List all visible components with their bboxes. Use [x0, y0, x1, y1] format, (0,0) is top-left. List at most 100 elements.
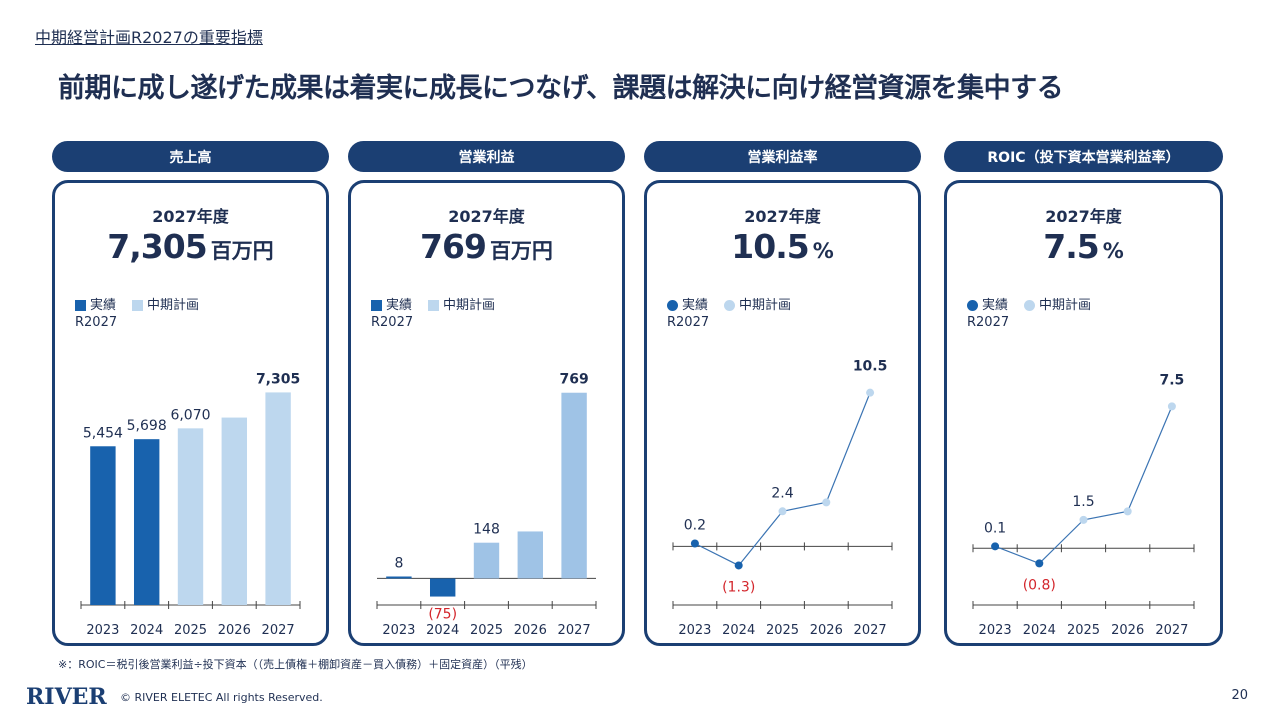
bar-2023	[386, 576, 412, 579]
target-number: 7,305	[107, 227, 207, 266]
copyright: © RIVER ELETEC All rights Reserved.	[120, 691, 323, 704]
kpi-card: 2027年度 7.5% 実績 中期計画 R2027 2023 2024 2025 2026 202…	[944, 180, 1223, 646]
bar-2024	[429, 578, 456, 597]
legend-plan-label: 中期計画	[1039, 298, 1092, 313]
point-2024	[1035, 559, 1044, 568]
target-unit: 百万円	[210, 239, 274, 263]
x-tick-label: 2027	[558, 623, 591, 638]
legend-actual-marker	[967, 300, 978, 311]
x-tick-label: 2027	[854, 623, 887, 638]
target-unit: 百万円	[489, 239, 553, 263]
data-label: 0.2	[684, 517, 706, 533]
panel-title-pill: 営業利益	[348, 141, 625, 172]
legend-actual-label: 実績	[90, 298, 117, 313]
bar-2024	[133, 439, 160, 605]
point-2023	[690, 539, 699, 548]
target-value: 7,305 百万円	[55, 227, 326, 266]
kpi-card: 2027年度 769 百万円 実績 中期計画 R2027 2023 2024 2025 2026 2…	[348, 180, 625, 646]
bar-2027	[265, 392, 291, 605]
panel-title-pill: ROIC（投下資本営業利益率）	[944, 141, 1223, 172]
chart-legend: 実績 中期計画 R2027	[967, 297, 1091, 331]
footnote: ※：ROIC＝税引後営業利益÷投下資本（（売上債権＋棚卸資産－買入債務）＋固定資…	[58, 658, 533, 671]
legend-plan-label: 中期計画	[739, 298, 792, 313]
x-tick-label: 2025	[174, 623, 207, 638]
legend-plan-sublabel: R2027	[667, 315, 710, 330]
bar-2025	[473, 542, 500, 579]
target-number: 10.5	[731, 227, 809, 266]
data-label: 8	[394, 556, 403, 572]
page-subtitle: 中期経営計画R2027の重要指標	[35, 28, 263, 47]
x-tick-label: 2027	[262, 623, 295, 638]
x-tick-label: 2024	[1023, 623, 1056, 638]
data-label: 7.5	[1159, 372, 1184, 388]
data-label: 6,070	[170, 407, 210, 423]
legend-plan-label: 中期計画	[443, 298, 496, 313]
data-label: 2.4	[771, 485, 793, 501]
x-tick-label: 2027	[1155, 623, 1188, 638]
data-label: (1.3)	[722, 579, 755, 595]
page-number: 20	[1231, 688, 1248, 703]
point-2027	[1167, 402, 1176, 411]
target-year-label: 2027年度	[1045, 207, 1122, 226]
data-label: 148	[473, 522, 500, 538]
chart-legend: 実績 中期計画 R2027	[667, 297, 791, 331]
legend-actual-label: 実績	[982, 298, 1009, 313]
point-2025	[1079, 515, 1088, 524]
x-tick-label: 2023	[86, 623, 119, 638]
legend-plan-label: 中期計画	[147, 298, 200, 313]
bar-2023	[90, 446, 116, 605]
data-label: 10.5	[853, 359, 888, 375]
data-label: 1.5	[1072, 494, 1094, 510]
x-tick-label: 2023	[979, 623, 1012, 638]
data-label: 5,698	[127, 418, 167, 434]
series-line	[994, 406, 1173, 565]
target-year-label: 2027年度	[744, 207, 821, 226]
bar-2027	[561, 392, 587, 579]
legend-actual-label: 実績	[682, 298, 709, 313]
point-2023	[991, 542, 1000, 551]
data-label: (0.8)	[1023, 577, 1056, 593]
page-headline: 前期に成し遂げた成果は着実に成長につなげ、課題は解決に向け経営資源を集中する	[58, 73, 1064, 104]
chart-legend: 実績 中期計画 R2027	[371, 297, 495, 331]
chart-svg: 2023 2024 2025 2026 2027 0.2 (1.3) 2.4 10.5	[672, 359, 893, 638]
target-value: 7.5%	[947, 227, 1220, 266]
kpi-card: 2027年度 7,305 百万円 実績 中期計画 R2027 2023 2024 2025 202…	[52, 180, 329, 646]
chart-svg: 2023 2024 2025 2026 2027 8 (75) 148 769	[376, 372, 597, 638]
legend-actual-marker	[75, 300, 86, 311]
x-tick-label: 2026	[810, 623, 843, 638]
legend-plan-sublabel: R2027	[967, 315, 1010, 330]
target-unit: %	[812, 239, 834, 263]
target-number: 7.5	[1043, 227, 1099, 266]
legend-plan-sublabel: R2027	[371, 315, 414, 330]
series-line	[694, 392, 871, 567]
x-tick-label: 2025	[470, 623, 503, 638]
data-label: 7,305	[256, 371, 300, 387]
legend-plan-marker	[724, 300, 736, 311]
legend-actual-label: 実績	[386, 298, 413, 313]
legend-plan-marker	[428, 300, 440, 311]
target-unit: %	[1102, 239, 1124, 263]
data-label: (75)	[428, 607, 457, 623]
target-number: 769	[420, 227, 487, 266]
data-label: 5,454	[83, 425, 123, 441]
bar-2026	[517, 531, 544, 579]
point-2027	[866, 388, 875, 397]
kpi-card: 2027年度 10.5% 実績 中期計画 R2027 2023 2024 2025 2026 20…	[644, 180, 921, 646]
x-tick-label: 2026	[514, 623, 547, 638]
target-year-label: 2027年度	[448, 207, 525, 226]
legend-actual-marker	[667, 300, 678, 311]
legend-plan-marker	[132, 300, 144, 311]
panel-title-pill: 営業利益率	[644, 141, 921, 172]
point-2026	[1123, 507, 1132, 516]
chart-legend: 実績 中期計画 R2027	[75, 297, 199, 331]
bar-2025	[177, 428, 204, 605]
x-tick-label: 2023	[382, 623, 415, 638]
target-year-label: 2027年度	[152, 207, 229, 226]
x-tick-label: 2025	[766, 623, 799, 638]
x-tick-label: 2026	[218, 623, 251, 638]
x-tick-label: 2026	[1111, 623, 1144, 638]
legend-plan-marker	[1024, 300, 1036, 311]
x-tick-label: 2025	[1067, 623, 1100, 638]
data-label: 769	[559, 372, 588, 388]
